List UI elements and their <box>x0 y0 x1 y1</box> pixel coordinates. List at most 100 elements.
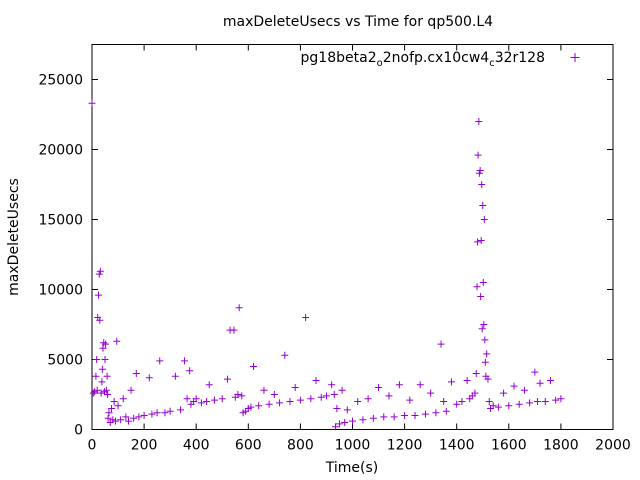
data-point <box>119 395 127 403</box>
x-tick-label: 1800 <box>543 438 579 454</box>
data-point <box>442 407 450 415</box>
data-point <box>359 416 367 424</box>
y-tick-label: 20000 <box>38 143 83 159</box>
data-point <box>338 386 346 394</box>
data-point <box>111 417 119 425</box>
data-point <box>183 395 191 403</box>
data-point <box>335 420 343 428</box>
data-point <box>117 416 125 424</box>
data-point <box>343 406 351 414</box>
data-point <box>104 391 112 398</box>
data-point <box>291 384 299 391</box>
data-point <box>96 267 104 275</box>
data-point <box>127 386 135 394</box>
data-point <box>286 398 294 405</box>
data-point <box>520 386 528 394</box>
data-point <box>218 395 226 403</box>
data-point <box>471 389 479 397</box>
data-point <box>364 395 372 403</box>
legend-label-part: 2nofp.cx10cw4 <box>383 50 490 66</box>
legend-marker <box>570 53 580 62</box>
data-point <box>276 399 284 407</box>
data-point <box>95 291 103 299</box>
data-point <box>140 412 148 419</box>
x-tick-label: 600 <box>235 438 262 454</box>
data-point <box>230 326 238 334</box>
data-point <box>453 400 461 408</box>
data-point <box>312 377 320 384</box>
data-point <box>93 356 101 363</box>
data-point <box>98 378 106 386</box>
data-point <box>102 386 110 394</box>
data-point <box>97 389 105 397</box>
data-point <box>322 392 330 400</box>
data-point <box>98 365 106 373</box>
series-group <box>88 99 565 431</box>
y-tick-label: 5000 <box>47 353 83 369</box>
data-point <box>473 283 481 291</box>
data-point <box>93 386 101 394</box>
x-tick-label: 1000 <box>335 438 371 454</box>
y-axis-label: maxDeleteUsecs <box>6 178 22 296</box>
data-point <box>197 399 205 407</box>
data-point <box>92 372 100 380</box>
data-point <box>515 400 523 408</box>
data-point <box>238 392 246 400</box>
data-point <box>153 409 161 417</box>
data-point <box>341 419 349 426</box>
data-point <box>447 378 455 386</box>
data-point <box>161 409 169 417</box>
data-point <box>354 398 362 405</box>
data-point <box>166 407 174 415</box>
data-point <box>395 381 403 389</box>
data-point <box>476 167 484 174</box>
data-point <box>192 395 200 403</box>
data-point <box>474 238 482 246</box>
data-point <box>307 395 315 403</box>
data-point <box>247 403 255 411</box>
data-point <box>223 375 231 383</box>
data-point <box>500 389 508 397</box>
data-point <box>186 367 194 375</box>
data-point <box>205 381 213 389</box>
data-point <box>255 402 263 410</box>
data-point <box>481 358 489 366</box>
data-point <box>375 384 383 391</box>
data-point <box>89 389 97 397</box>
data-point <box>145 374 153 382</box>
data-point <box>203 398 211 405</box>
x-tick-label: 1200 <box>387 438 423 454</box>
data-point <box>421 410 429 418</box>
x-tick-label: 2000 <box>595 438 631 454</box>
data-point <box>349 417 356 425</box>
legend-label-part: 32r128 <box>495 50 545 66</box>
data-point <box>88 99 96 107</box>
data-point <box>101 356 109 363</box>
data-point <box>156 357 164 365</box>
x-axis-ticks: 0 200 400 600 800 1000 1200 1400 1600 1800 2000 <box>88 44 631 454</box>
data-point <box>210 396 218 404</box>
data-point <box>132 370 140 377</box>
data-point <box>105 409 113 417</box>
y-tick-label: 15000 <box>38 213 83 229</box>
data-point <box>546 377 554 384</box>
data-point <box>124 417 132 425</box>
data-point <box>552 396 560 404</box>
data-point <box>390 413 398 421</box>
data-point <box>130 414 138 422</box>
data-point <box>505 402 513 410</box>
x-tick-label: 0 <box>88 438 97 454</box>
legend: pg18beta2o2nofp.cx10cw4c32r128 <box>301 50 580 69</box>
data-point <box>270 391 278 398</box>
data-point <box>330 391 338 398</box>
y-tick-label: 25000 <box>38 73 83 89</box>
data-point <box>489 402 497 410</box>
data-point <box>99 344 107 352</box>
x-tick-label: 200 <box>131 438 158 454</box>
data-point <box>458 398 466 405</box>
x-tick-label: 1400 <box>439 438 475 454</box>
data-point <box>411 412 419 419</box>
data-point <box>401 412 409 419</box>
data-point <box>260 386 268 394</box>
data-point <box>463 377 471 384</box>
